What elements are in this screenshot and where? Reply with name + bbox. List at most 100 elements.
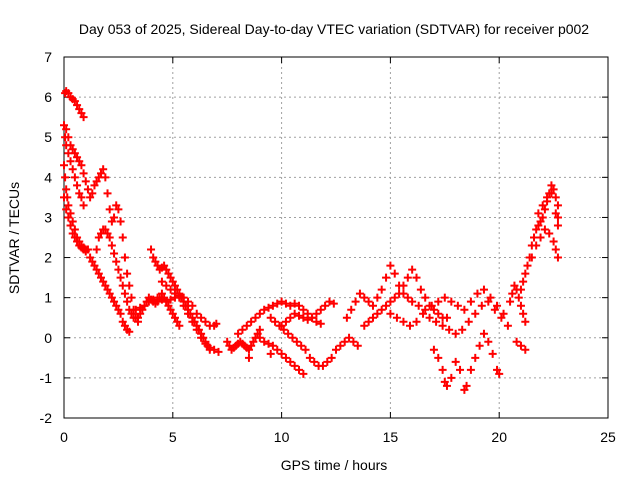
- data-point: [173, 317, 182, 326]
- data-point: [553, 213, 562, 222]
- data-point: [349, 337, 358, 346]
- data-point: [75, 105, 84, 114]
- data-point: [532, 241, 541, 250]
- data-point: [534, 221, 543, 230]
- y-tick-label: 3: [44, 209, 52, 225]
- data-point: [260, 337, 269, 346]
- data-point: [170, 313, 179, 322]
- data-point: [462, 381, 471, 390]
- data-point: [244, 345, 253, 354]
- data-point: [466, 365, 475, 374]
- x-tick-label: 0: [60, 429, 68, 445]
- x-tick-label: 15: [383, 429, 399, 445]
- data-point: [73, 237, 82, 246]
- y-tick-label: 2: [44, 250, 52, 266]
- data-point: [212, 319, 221, 328]
- data-point: [70, 173, 79, 182]
- data-point: [325, 297, 334, 306]
- data-point: [125, 327, 134, 336]
- data-point: [62, 185, 71, 194]
- data-point: [79, 113, 88, 122]
- data-point: [140, 301, 149, 310]
- data-point: [83, 245, 92, 254]
- data-point: [273, 345, 282, 354]
- data-point: [538, 201, 547, 210]
- data-point: [479, 285, 488, 294]
- data-point: [419, 309, 428, 318]
- data-point: [295, 311, 304, 320]
- data-point: [188, 317, 197, 326]
- data-point: [255, 333, 264, 342]
- data-point: [286, 357, 295, 366]
- data-point: [416, 285, 425, 294]
- data-point: [488, 349, 497, 358]
- data-point: [120, 321, 129, 330]
- data-point: [164, 269, 173, 278]
- data-point: [332, 345, 340, 354]
- axis-ticks: 0 5 10 15 20 25 -2 -1 0 1 2 3 4 5 6 7: [40, 49, 616, 445]
- data-point: [166, 285, 175, 294]
- data-point: [127, 309, 136, 318]
- data-point: [157, 277, 166, 286]
- data-point: [540, 205, 549, 214]
- data-point: [540, 225, 549, 234]
- data-point: [90, 261, 99, 270]
- data-point: [523, 261, 532, 270]
- data-point: [299, 369, 308, 378]
- data-point: [445, 325, 454, 334]
- data-point: [64, 213, 73, 222]
- data-point: [386, 309, 395, 318]
- data-point: [353, 341, 362, 350]
- data-point: [360, 293, 369, 302]
- data-point: [90, 181, 99, 190]
- data-point: [521, 345, 530, 354]
- data-point: [506, 297, 515, 306]
- data-point: [471, 353, 480, 362]
- data-point: [421, 305, 430, 314]
- data-point: [205, 343, 214, 352]
- data-point: [120, 289, 129, 298]
- data-point: [440, 293, 449, 302]
- data-point: [549, 237, 558, 246]
- data-point: [514, 293, 523, 302]
- data-point: [73, 153, 82, 162]
- data-point: [434, 309, 443, 318]
- chart-title: Day 053 of 2025, Sidereal Day-to-day VTE…: [79, 21, 589, 37]
- data-point: [321, 301, 330, 310]
- data-point: [120, 253, 129, 262]
- data-point: [432, 317, 441, 326]
- data-point: [60, 161, 68, 170]
- data-point: [434, 353, 443, 362]
- data-point: [68, 217, 77, 226]
- data-point: [118, 233, 127, 242]
- data-point: [342, 313, 351, 322]
- data-point: [101, 225, 110, 234]
- data-point: [162, 265, 171, 274]
- data-point: [318, 361, 327, 370]
- data-point: [242, 321, 251, 330]
- y-tick-label: 7: [44, 49, 52, 65]
- data-point: [184, 309, 193, 318]
- data-point: [96, 273, 105, 282]
- data-point: [210, 345, 219, 354]
- data-point: [255, 325, 264, 334]
- data-point: [301, 345, 310, 354]
- data-point: [103, 229, 112, 238]
- data-point: [551, 193, 560, 202]
- data-point: [305, 353, 314, 362]
- data-point: [107, 217, 116, 226]
- data-point: [114, 305, 123, 314]
- data-point: [147, 245, 156, 254]
- data-point: [149, 295, 158, 304]
- data-point: [123, 297, 132, 306]
- data-point: [421, 293, 430, 302]
- data-point: [308, 313, 317, 322]
- data-point: [403, 273, 412, 282]
- y-tick-label: 5: [44, 129, 52, 145]
- data-point: [327, 353, 336, 362]
- data-point: [425, 313, 434, 322]
- data-point: [547, 181, 556, 190]
- data-point: [144, 297, 153, 306]
- data-point: [286, 313, 295, 322]
